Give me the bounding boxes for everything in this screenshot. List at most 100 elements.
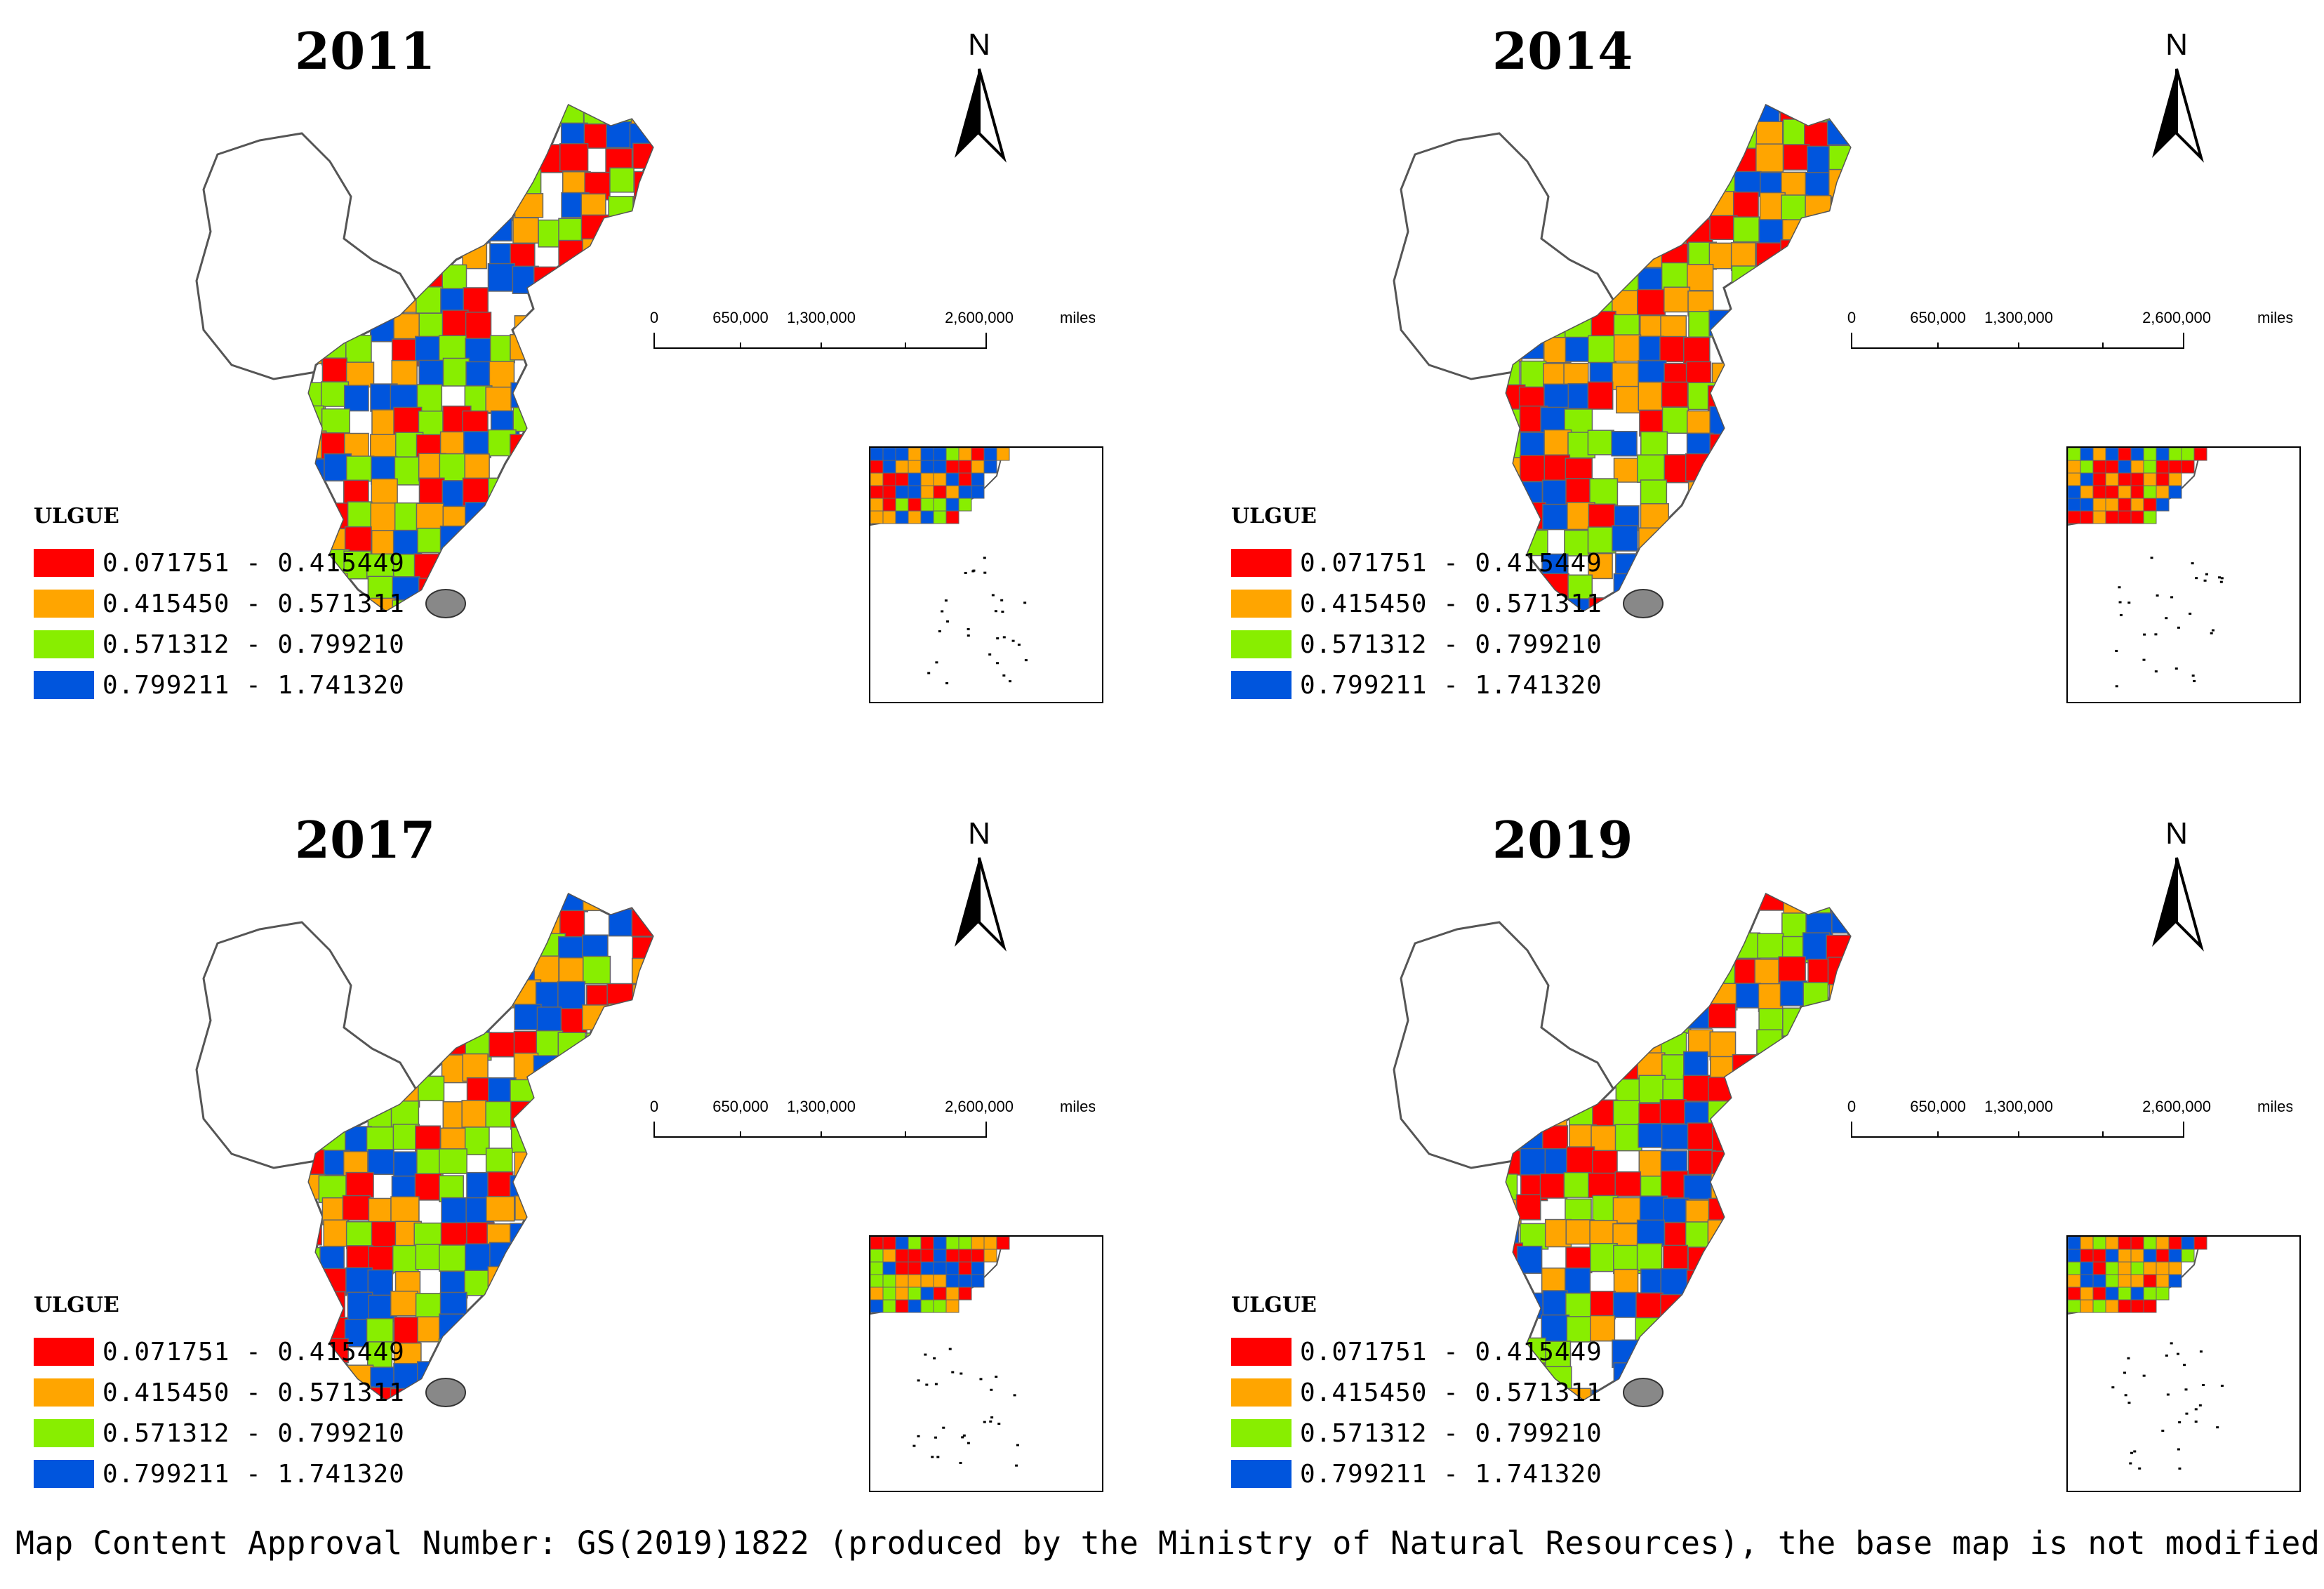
map-region-cell [1684,550,1712,577]
map-region-cell [1781,312,1810,339]
map-region-cell [1616,123,1645,149]
map-region-cell [1588,503,1616,530]
inset-island-dot [2183,1364,2186,1367]
inset-region-cell [895,472,909,486]
inset-region-cell [2068,1299,2081,1313]
inset-region-cell [945,1237,960,1250]
legend-swatch [1231,671,1292,699]
map-region-cell [1826,361,1850,387]
map-region-cell [658,1150,686,1177]
inset-region-cell [2105,472,2119,486]
map-region-cell [1852,1414,1878,1440]
inset-region-cell [882,485,896,499]
map-region-cell [581,572,610,600]
inset-region-cell [908,1274,922,1288]
map-region-cell [418,119,446,147]
map-region-cell [509,576,536,606]
map-region-cell [1850,362,1876,389]
legend-item: 0.071751 - 0.415449 [1231,543,1602,583]
map-region-cell [1807,1124,1835,1152]
map-region-cell [1732,932,1761,959]
map-region-cell [1759,505,1786,531]
inset-region-cell [2118,1287,2132,1301]
map-region-cell [439,910,467,938]
inset-region-cell [2105,1287,2119,1301]
map-region-cell [1707,1410,1732,1435]
legend-swatch [34,1419,94,1447]
inset-island-dot [1013,1394,1016,1397]
inset-region-cell [2130,510,2144,524]
inset-region-cell [2068,1237,2081,1250]
map-region-cell [1826,552,1850,579]
map-region-cell [631,957,653,984]
inset-island-dot [2119,613,2123,616]
map-region-cell [533,1079,561,1106]
map-region-cell [1685,194,1713,222]
map-region-cell [274,1200,300,1225]
inset-island-dot [917,1379,920,1382]
map-region-cell [1711,1315,1737,1343]
inset-region-cell [2068,448,2081,461]
map-region-cell [630,481,653,508]
inset-island-dot [996,637,1000,640]
map-region-cell [1520,1148,1548,1177]
inset-island-dot [964,571,967,574]
map-region-cell [510,1223,538,1252]
map-region-cell [1827,1388,1850,1399]
map-region-cell [1614,1124,1642,1152]
map-region-cell [561,1197,588,1226]
map-region-cell [582,955,611,985]
inset-region-cell [971,1274,985,1288]
inset-island-dot [2170,1342,2173,1345]
map-region-cell [514,1195,541,1221]
map-region-cell [487,983,515,1009]
map-region-cell [538,596,565,611]
map-region-cell [656,1268,681,1294]
map-region-cell [632,502,653,528]
inset-region-cell [983,1237,997,1250]
map-region-cell [1851,144,1876,171]
legend: ULGUE 0.071751 - 0.415449 0.415450 - 0.5… [1231,1293,1602,1494]
inset-region-cell [996,1237,1010,1250]
map-region-cell [1757,1052,1786,1080]
north-arrow-icon: N [955,817,1007,952]
map-region-cell [418,625,444,650]
map-region-cell [274,1173,300,1198]
map-region-cell [418,1006,448,1031]
map-region-cell [1660,1294,1689,1321]
map-region-cell [1612,957,1640,983]
inset-region-cell [933,485,947,499]
map-region-cell [441,121,470,149]
inset-region-cell [2118,498,2132,512]
map-region-cell [1826,454,1850,480]
map-panel-2019: 2019 N 0 650,000 1,300,000 2,600,000 mil… [1197,789,2324,1547]
map-region-cell [1827,1289,1850,1315]
map-region-cell [533,549,559,578]
map-region-cell [1779,1364,1807,1393]
map-region-cell [1539,1173,1568,1199]
inset-region-cell [908,1261,922,1275]
hainan-island [1623,1378,1664,1407]
map-region-cell [1803,338,1833,365]
inset-region-cell [971,472,985,486]
map-region-cell [1687,481,1717,510]
inset-region-cell [882,510,896,524]
south-china-sea-inset [869,446,1103,703]
inset-island-dot [2220,1384,2224,1387]
map-region-cell [1616,894,1645,915]
map-region-cell [1711,1126,1739,1154]
map-region-cell [1588,1172,1616,1199]
map-region-cell [584,553,613,579]
map-region-cell [654,984,679,1009]
inset-region-cell [882,1299,896,1313]
map-region-cell [1755,524,1781,552]
map-region-cell [1540,406,1569,433]
map-region-cell [465,1411,491,1437]
inset-island-dot [2156,594,2159,597]
map-region-cell [559,576,585,603]
inset-region-cell [895,448,909,461]
map-region-cell [465,1315,493,1342]
map-region-cell [1588,910,1615,938]
inset-region-cell [958,460,972,474]
inset-region-cell [971,1249,985,1263]
